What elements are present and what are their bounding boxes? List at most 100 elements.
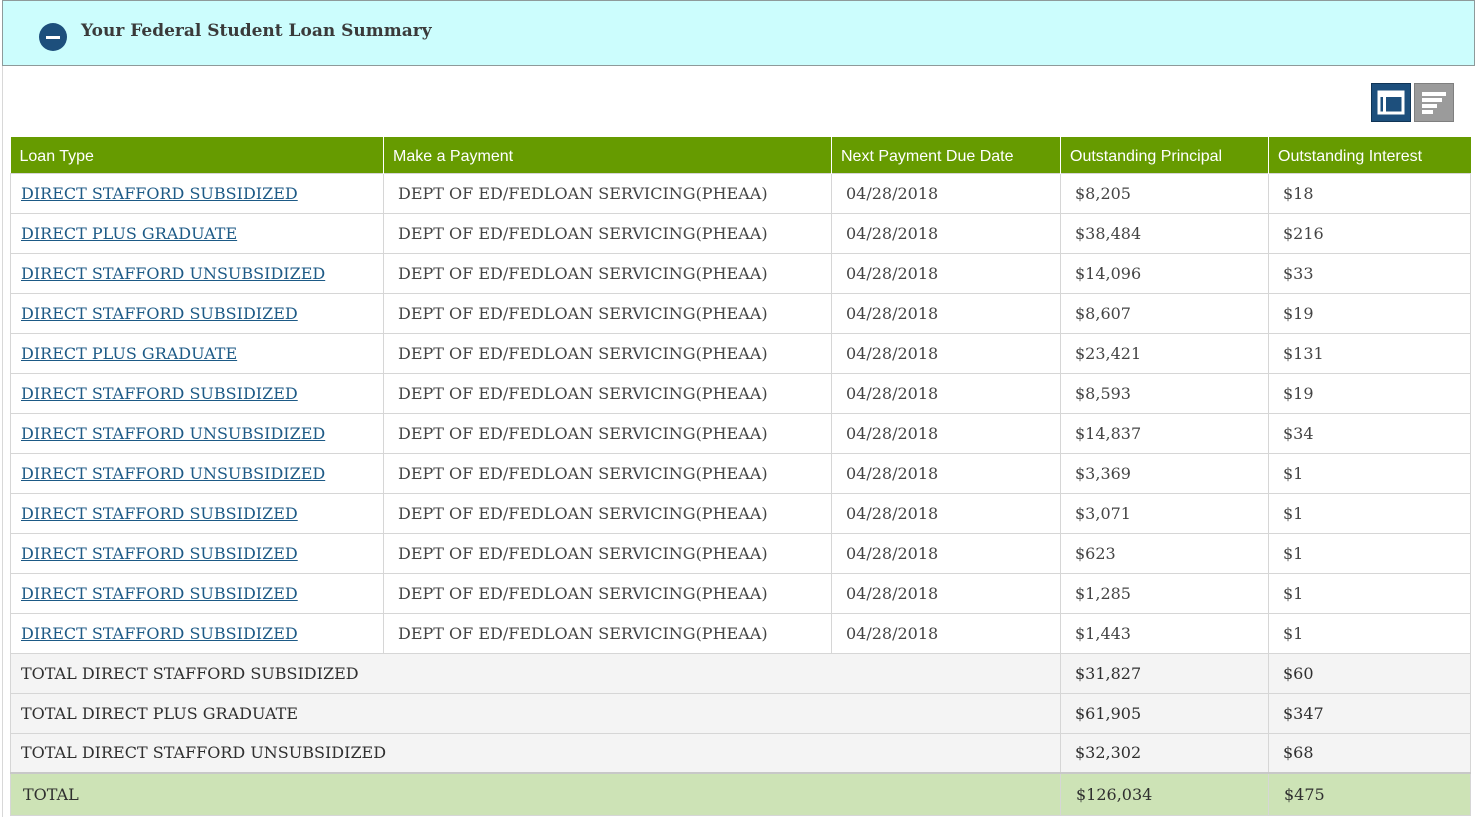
due-date-cell: 04/28/2018 xyxy=(831,212,1061,254)
list-view-icon xyxy=(1422,92,1446,114)
loan-type-link[interactable]: DIRECT PLUS GRADUATE xyxy=(21,223,238,243)
due-date-cell: 04/28/2018 xyxy=(831,572,1061,614)
table-row: DIRECT STAFFORD UNSUBSIDIZED DEPT OF ED/F… xyxy=(10,412,1471,454)
servicer-cell: DEPT OF ED/FEDLOAN SERVICING(PHEAA) xyxy=(383,292,832,334)
loan-type-link[interactable]: DIRECT STAFFORD UNSUBSIDIZED xyxy=(21,263,326,283)
servicer-cell: DEPT OF ED/FEDLOAN SERVICING(PHEAA) xyxy=(383,372,832,414)
subtotal-principal: $61,905 xyxy=(1060,692,1269,734)
table-row: DIRECT STAFFORD SUBSIDIZED DEPT OF ED/FED… xyxy=(10,572,1471,614)
subtotal-label: TOTAL DIRECT PLUS GRADUATE xyxy=(10,692,1061,734)
column-header-principal[interactable]: Outstanding Principal xyxy=(1060,137,1269,173)
subtotal-row: TOTAL DIRECT STAFFORD SUBSIDIZED $31,827… xyxy=(10,652,1471,694)
subtotal-principal: $32,302 xyxy=(1060,732,1269,774)
loan-type-cell: DIRECT STAFFORD UNSUBSIDIZED xyxy=(10,252,384,294)
loan-type-link[interactable]: DIRECT STAFFORD SUBSIDIZED xyxy=(21,583,298,603)
panel-border xyxy=(2,66,3,817)
due-date-cell: 04/28/2018 xyxy=(831,412,1061,454)
loan-type-cell: DIRECT STAFFORD SUBSIDIZED xyxy=(10,172,384,214)
due-date-cell: 04/28/2018 xyxy=(831,612,1061,654)
table-row: DIRECT STAFFORD SUBSIDIZED DEPT OF ED/FED… xyxy=(10,372,1471,414)
loan-type-cell: DIRECT STAFFORD UNSUBSIDIZED xyxy=(10,452,384,494)
loan-type-cell: DIRECT STAFFORD SUBSIDIZED xyxy=(10,292,384,334)
servicer-cell: DEPT OF ED/FEDLOAN SERVICING(PHEAA) xyxy=(383,612,832,654)
table-row: DIRECT STAFFORD SUBSIDIZED DEPT OF ED/FED… xyxy=(10,532,1471,574)
loan-type-cell: DIRECT STAFFORD SUBSIDIZED xyxy=(10,372,384,414)
due-date-cell: 04/28/2018 xyxy=(831,452,1061,494)
loan-rows: DIRECT STAFFORD SUBSIDIZED DEPT OF ED/FED… xyxy=(10,172,1471,816)
servicer-cell: DEPT OF ED/FEDLOAN SERVICING(PHEAA) xyxy=(383,452,832,494)
table-view-icon xyxy=(1377,90,1405,115)
principal-cell: $38,484 xyxy=(1060,212,1269,254)
subtotal-interest: $68 xyxy=(1268,732,1471,774)
subtotal-principal: $31,827 xyxy=(1060,652,1269,694)
loan-type-link[interactable]: DIRECT STAFFORD UNSUBSIDIZED xyxy=(21,423,326,443)
servicer-cell: DEPT OF ED/FEDLOAN SERVICING(PHEAA) xyxy=(383,172,832,214)
loan-type-link[interactable]: DIRECT STAFFORD SUBSIDIZED xyxy=(21,303,298,323)
due-date-cell: 04/28/2018 xyxy=(831,172,1061,214)
list-view-button[interactable] xyxy=(1414,83,1454,122)
column-header-loan-type[interactable]: Loan Type xyxy=(10,137,384,173)
table-view-button[interactable] xyxy=(1371,83,1411,122)
column-header-due-date[interactable]: Next Payment Due Date xyxy=(831,137,1061,173)
table-row: DIRECT STAFFORD SUBSIDIZED DEPT OF ED/FED… xyxy=(10,492,1471,534)
subtotal-label: TOTAL DIRECT STAFFORD SUBSIDIZED xyxy=(10,652,1061,694)
servicer-cell: DEPT OF ED/FEDLOAN SERVICING(PHEAA) xyxy=(383,252,832,294)
due-date-cell: 04/28/2018 xyxy=(831,532,1061,574)
interest-cell: $1 xyxy=(1268,612,1471,654)
column-header-make-payment[interactable]: Make a Payment xyxy=(383,137,832,173)
principal-cell: $14,837 xyxy=(1060,412,1269,454)
loan-type-link[interactable]: DIRECT STAFFORD SUBSIDIZED xyxy=(21,503,298,523)
table-row: DIRECT STAFFORD UNSUBSIDIZED DEPT OF ED/F… xyxy=(10,252,1471,294)
principal-cell: $3,369 xyxy=(1060,452,1269,494)
collapse-minus-icon[interactable] xyxy=(39,23,67,51)
loan-type-link[interactable]: DIRECT STAFFORD UNSUBSIDIZED xyxy=(21,463,326,483)
principal-cell: $1,443 xyxy=(1060,612,1269,654)
principal-cell: $3,071 xyxy=(1060,492,1269,534)
loan-type-link[interactable]: DIRECT PLUS GRADUATE xyxy=(21,343,238,363)
loan-type-cell: DIRECT PLUS GRADUATE xyxy=(10,332,384,374)
principal-cell: $14,096 xyxy=(1060,252,1269,294)
grand-total-row: TOTAL $126,034 $475 xyxy=(10,772,1471,816)
principal-cell: $8,607 xyxy=(1060,292,1269,334)
table-header-row: Loan Type Make a Payment Next Payment Du… xyxy=(10,137,1471,173)
loan-type-link[interactable]: DIRECT STAFFORD SUBSIDIZED xyxy=(21,183,298,203)
due-date-cell: 04/28/2018 xyxy=(831,492,1061,534)
loan-type-cell: DIRECT STAFFORD SUBSIDIZED xyxy=(10,572,384,614)
servicer-cell: DEPT OF ED/FEDLOAN SERVICING(PHEAA) xyxy=(383,412,832,454)
servicer-cell: DEPT OF ED/FEDLOAN SERVICING(PHEAA) xyxy=(383,212,832,254)
loan-type-cell: DIRECT STAFFORD SUBSIDIZED xyxy=(10,532,384,574)
loan-type-link[interactable]: DIRECT STAFFORD SUBSIDIZED xyxy=(21,623,298,643)
column-header-interest[interactable]: Outstanding Interest xyxy=(1268,137,1471,173)
principal-cell: $8,205 xyxy=(1060,172,1269,214)
loan-type-link[interactable]: DIRECT STAFFORD SUBSIDIZED xyxy=(21,383,298,403)
servicer-cell: DEPT OF ED/FEDLOAN SERVICING(PHEAA) xyxy=(383,332,832,374)
interest-cell: $19 xyxy=(1268,292,1471,334)
subtotal-row: TOTAL DIRECT PLUS GRADUATE $61,905 $347 xyxy=(10,692,1471,734)
interest-cell: $19 xyxy=(1268,372,1471,414)
interest-cell: $216 xyxy=(1268,212,1471,254)
table-row: DIRECT PLUS GRADUATE DEPT OF ED/FEDLOAN S… xyxy=(10,212,1471,254)
interest-cell: $1 xyxy=(1268,492,1471,534)
grand-total-label: TOTAL xyxy=(10,772,1061,816)
loan-type-cell: DIRECT PLUS GRADUATE xyxy=(10,212,384,254)
principal-cell: $23,421 xyxy=(1060,332,1269,374)
table-row: DIRECT STAFFORD UNSUBSIDIZED DEPT OF ED/F… xyxy=(10,452,1471,494)
table-row: DIRECT PLUS GRADUATE DEPT OF ED/FEDLOAN S… xyxy=(10,332,1471,374)
due-date-cell: 04/28/2018 xyxy=(831,252,1061,294)
panel-header: Your Federal Student Loan Summary xyxy=(2,0,1475,66)
loan-type-link[interactable]: DIRECT STAFFORD SUBSIDIZED xyxy=(21,543,298,563)
servicer-cell: DEPT OF ED/FEDLOAN SERVICING(PHEAA) xyxy=(383,572,832,614)
due-date-cell: 04/28/2018 xyxy=(831,292,1061,334)
interest-cell: $33 xyxy=(1268,252,1471,294)
table-row: DIRECT STAFFORD SUBSIDIZED DEPT OF ED/FED… xyxy=(10,292,1471,334)
interest-cell: $18 xyxy=(1268,172,1471,214)
interest-cell: $1 xyxy=(1268,452,1471,494)
loan-summary-table: Loan Type Make a Payment Next Payment Du… xyxy=(10,137,1471,816)
interest-cell: $1 xyxy=(1268,572,1471,614)
subtotal-interest: $347 xyxy=(1268,692,1471,734)
subtotal-row: TOTAL DIRECT STAFFORD UNSUBSIDIZED $32,3… xyxy=(10,732,1471,774)
due-date-cell: 04/28/2018 xyxy=(831,332,1061,374)
due-date-cell: 04/28/2018 xyxy=(831,372,1061,414)
interest-cell: $34 xyxy=(1268,412,1471,454)
interest-cell: $131 xyxy=(1268,332,1471,374)
